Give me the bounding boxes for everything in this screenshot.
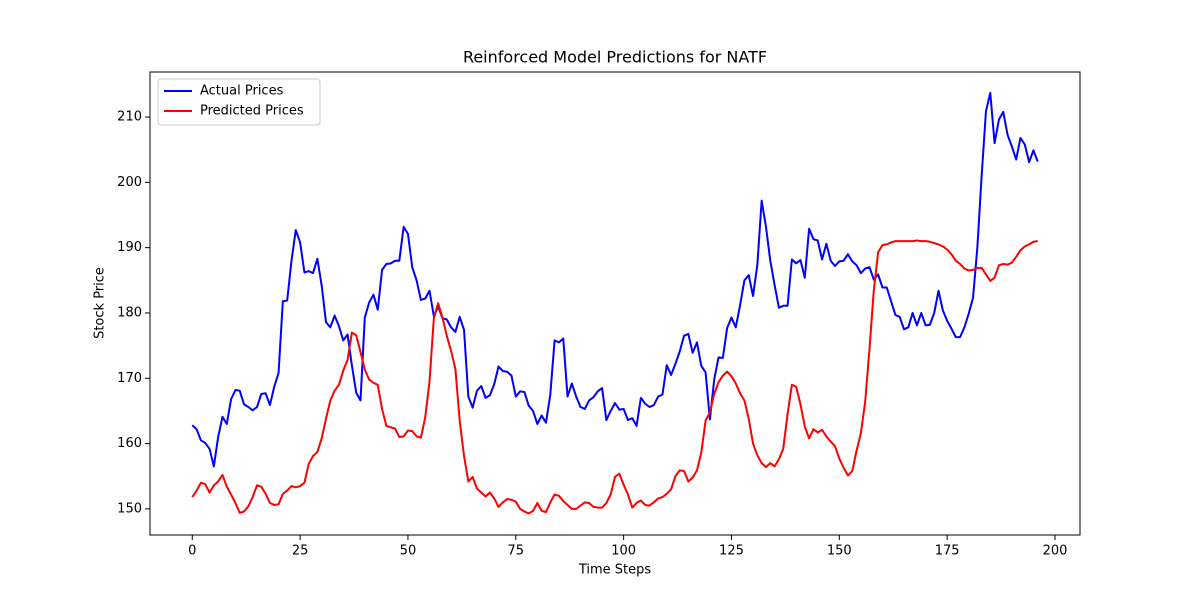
- line-series: [191, 91, 1039, 468]
- x-tick-label: 50: [400, 544, 417, 559]
- x-axis-label: Time Steps: [578, 563, 652, 578]
- x-tick-label: 175: [935, 544, 960, 559]
- y-tick-label: 160: [117, 436, 142, 451]
- x-tick-label: 75: [508, 544, 525, 559]
- y-tick-label: 170: [117, 371, 142, 386]
- legend-box: [157, 78, 321, 126]
- y-axis-label: Stock Price: [93, 267, 108, 339]
- chart-title: Reinforced Model Predictions for NATF: [463, 48, 767, 67]
- legend-label: Actual Prices: [200, 84, 284, 99]
- y-tick-label: 210: [117, 110, 142, 125]
- x-tick-label: 25: [292, 544, 309, 559]
- y-tick-label: 200: [117, 175, 142, 190]
- y-tick-label: 180: [117, 305, 142, 320]
- y-tick-label: 190: [117, 240, 142, 255]
- x-tick-label: 150: [827, 544, 852, 559]
- line-series: [191, 239, 1038, 515]
- legend-label: Predicted Prices: [200, 104, 304, 119]
- x-tick-label: 200: [1043, 544, 1068, 559]
- plot-frame: [149, 71, 1081, 536]
- x-tick-label: 100: [611, 544, 636, 559]
- x-tick-label: 0: [188, 544, 196, 559]
- y-tick-label: 150: [117, 501, 142, 516]
- x-tick-label: 125: [719, 544, 744, 559]
